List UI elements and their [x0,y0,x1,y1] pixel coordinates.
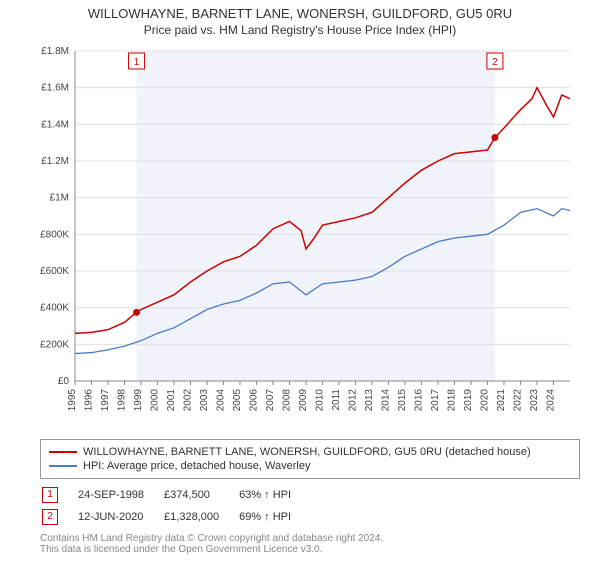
svg-text:2001: 2001 [166,389,177,412]
legend-box: WILLOWHAYNE, BARNETT LANE, WONERSH, GUIL… [40,439,580,479]
svg-text:2017: 2017 [430,389,441,412]
svg-text:2012: 2012 [348,389,359,412]
marker-price: £374,500 [164,485,237,505]
svg-text:2021: 2021 [496,389,507,412]
marker-date: 12-JUN-2020 [78,507,162,527]
legend-label-property: WILLOWHAYNE, BARNETT LANE, WONERSH, GUIL… [83,446,531,458]
svg-text:2019: 2019 [463,389,474,412]
svg-text:£1M: £1M [50,193,69,204]
legend-swatch-property [49,451,77,453]
svg-text:2013: 2013 [364,389,375,412]
legend-row: WILLOWHAYNE, BARNETT LANE, WONERSH, GUIL… [49,446,571,458]
svg-text:£1.8M: £1.8M [41,46,69,57]
svg-text:2022: 2022 [513,389,524,412]
legend-row: HPI: Average price, detached house, Wave… [49,460,571,472]
svg-text:2023: 2023 [529,389,540,412]
footer-note: Contains HM Land Registry data © Crown c… [40,533,580,555]
svg-text:£0: £0 [58,376,70,387]
svg-text:2016: 2016 [414,389,425,412]
svg-text:2009: 2009 [298,389,309,412]
title-address: WILLOWHAYNE, BARNETT LANE, WONERSH, GUIL… [0,6,600,21]
title-block: WILLOWHAYNE, BARNETT LANE, WONERSH, GUIL… [0,0,600,41]
svg-text:1: 1 [134,57,140,68]
markers-table: 1 24-SEP-1998 £374,500 63% ↑ HPI 2 12-JU… [40,483,311,529]
svg-text:£400K: £400K [40,303,69,314]
marker-date: 24-SEP-1998 [78,485,162,505]
legend-label-hpi: HPI: Average price, detached house, Wave… [83,460,310,472]
marker-pct: 63% ↑ HPI [239,485,309,505]
svg-text:2000: 2000 [150,389,161,412]
svg-text:£800K: £800K [40,229,69,240]
svg-text:2002: 2002 [183,389,194,412]
marker-row: 1 24-SEP-1998 £374,500 63% ↑ HPI [42,485,309,505]
svg-text:£600K: £600K [40,266,69,277]
marker-row: 2 12-JUN-2020 £1,328,000 69% ↑ HPI [42,507,309,527]
svg-text:1998: 1998 [117,389,128,412]
svg-text:2020: 2020 [480,389,491,412]
svg-text:1995: 1995 [67,389,78,412]
marker-price: £1,328,000 [164,507,237,527]
svg-text:2011: 2011 [331,389,342,411]
svg-text:2007: 2007 [265,389,276,412]
svg-text:£1.4M: £1.4M [41,119,69,130]
svg-text:2024: 2024 [546,389,557,412]
svg-text:2004: 2004 [216,389,227,412]
line-chart-svg: £0 £200K £400K £600K £800K £1M £1.2M £1.4M £1.6M… [20,41,580,431]
svg-text:1997: 1997 [100,389,111,412]
svg-text:2010: 2010 [315,389,326,412]
svg-text:2018: 2018 [447,389,458,412]
svg-text:2014: 2014 [381,389,392,412]
svg-text:2005: 2005 [232,389,243,412]
svg-text:2003: 2003 [199,389,210,412]
svg-text:£1.6M: £1.6M [41,83,69,94]
svg-text:1999: 1999 [133,389,144,412]
legend-swatch-hpi [49,465,77,467]
svg-text:1996: 1996 [84,389,95,412]
marker-badge-1: 1 [42,487,58,503]
marker-badge-2: 2 [42,509,58,525]
marker-pct: 69% ↑ HPI [239,507,309,527]
title-subtitle: Price paid vs. HM Land Registry's House … [0,23,600,37]
svg-text:£200K: £200K [40,339,69,350]
footer-line2: This data is licensed under the Open Gov… [40,544,580,555]
svg-text:2: 2 [492,57,498,68]
chart-container: WILLOWHAYNE, BARNETT LANE, WONERSH, GUIL… [0,0,600,555]
svg-text:2006: 2006 [249,389,260,412]
svg-text:£1.2M: £1.2M [41,156,69,167]
chart-area: £0 £200K £400K £600K £800K £1M £1.2M £1.4M £1.6M… [20,41,580,431]
footer-line1: Contains HM Land Registry data © Crown c… [40,533,580,544]
svg-text:2015: 2015 [397,389,408,412]
svg-text:2008: 2008 [282,389,293,412]
